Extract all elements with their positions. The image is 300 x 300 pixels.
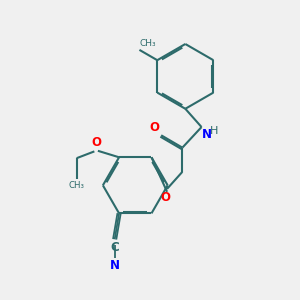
- Text: O: O: [150, 121, 160, 134]
- Text: CH₃: CH₃: [69, 181, 85, 190]
- Text: H: H: [210, 126, 218, 136]
- Text: CH₃: CH₃: [140, 39, 156, 48]
- Text: C: C: [110, 241, 119, 254]
- Text: O: O: [92, 136, 102, 149]
- Text: N: N: [202, 128, 212, 141]
- Text: O: O: [160, 191, 171, 204]
- Text: N: N: [110, 259, 120, 272]
